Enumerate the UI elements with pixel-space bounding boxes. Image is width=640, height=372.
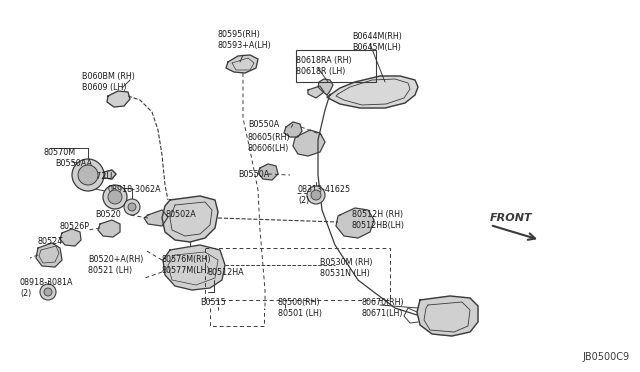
Text: 80670(RH)
80671(LH): 80670(RH) 80671(LH) xyxy=(362,298,404,318)
Text: 80570M: 80570M xyxy=(44,148,76,157)
Text: 80595(RH)
80593+A(LH): 80595(RH) 80593+A(LH) xyxy=(218,30,272,50)
Polygon shape xyxy=(60,229,81,246)
Circle shape xyxy=(40,284,56,300)
Text: 80512H (RH)
80512HB(LH): 80512H (RH) 80512HB(LH) xyxy=(352,210,405,230)
Text: 80618RA (RH)
80618R (LH): 80618RA (RH) 80618R (LH) xyxy=(296,56,351,76)
Text: B0520+A(RH)
80521 (LH): B0520+A(RH) 80521 (LH) xyxy=(88,255,143,275)
Polygon shape xyxy=(144,210,168,226)
Text: 80502A: 80502A xyxy=(165,210,196,219)
Text: B0520: B0520 xyxy=(95,210,121,219)
Text: 80576M(RH)
80577M(LH): 80576M(RH) 80577M(LH) xyxy=(162,255,212,275)
Polygon shape xyxy=(163,245,225,290)
Polygon shape xyxy=(162,196,218,242)
Polygon shape xyxy=(318,79,333,95)
Text: 80572U: 80572U xyxy=(82,172,113,181)
Circle shape xyxy=(124,199,140,215)
Circle shape xyxy=(72,159,104,191)
Text: 80524: 80524 xyxy=(38,237,63,246)
Text: JB0500C9: JB0500C9 xyxy=(583,352,630,362)
Text: FRONT: FRONT xyxy=(490,213,532,223)
Text: 08918-3081A
(2): 08918-3081A (2) xyxy=(20,278,74,298)
Circle shape xyxy=(103,185,127,209)
Text: 08313-41625
(2): 08313-41625 (2) xyxy=(298,185,351,205)
Text: 80526P: 80526P xyxy=(60,222,90,231)
Circle shape xyxy=(311,190,321,200)
Text: B0644M(RH)
B0645M(LH): B0644M(RH) B0645M(LH) xyxy=(352,32,402,52)
Polygon shape xyxy=(98,220,120,237)
Polygon shape xyxy=(226,55,258,73)
Text: B060BM (RH)
B0609 (LH): B060BM (RH) B0609 (LH) xyxy=(82,72,135,92)
Text: 80500(RH)
80501 (LH): 80500(RH) 80501 (LH) xyxy=(278,298,322,318)
Polygon shape xyxy=(107,91,130,107)
Bar xyxy=(296,50,376,82)
Circle shape xyxy=(108,190,122,204)
Polygon shape xyxy=(417,296,478,336)
Polygon shape xyxy=(308,86,324,98)
Polygon shape xyxy=(336,208,374,238)
Text: B0515: B0515 xyxy=(200,298,226,307)
Text: B0550A: B0550A xyxy=(248,120,279,129)
Polygon shape xyxy=(293,130,325,156)
Text: B0550AA: B0550AA xyxy=(55,159,92,168)
Polygon shape xyxy=(104,170,116,179)
Text: B0550A: B0550A xyxy=(238,170,269,179)
Polygon shape xyxy=(284,122,302,137)
Circle shape xyxy=(128,203,136,211)
Polygon shape xyxy=(327,76,418,108)
Circle shape xyxy=(44,288,52,296)
Circle shape xyxy=(78,165,98,185)
Polygon shape xyxy=(258,164,278,180)
Polygon shape xyxy=(36,243,62,267)
Circle shape xyxy=(307,186,325,204)
Text: B0530M (RH)
80531N (LH): B0530M (RH) 80531N (LH) xyxy=(320,258,372,278)
Text: 08918-3062A: 08918-3062A xyxy=(108,185,162,194)
Text: 80605(RH)
80606(LH): 80605(RH) 80606(LH) xyxy=(248,133,291,153)
Text: 80512HA: 80512HA xyxy=(207,268,244,277)
